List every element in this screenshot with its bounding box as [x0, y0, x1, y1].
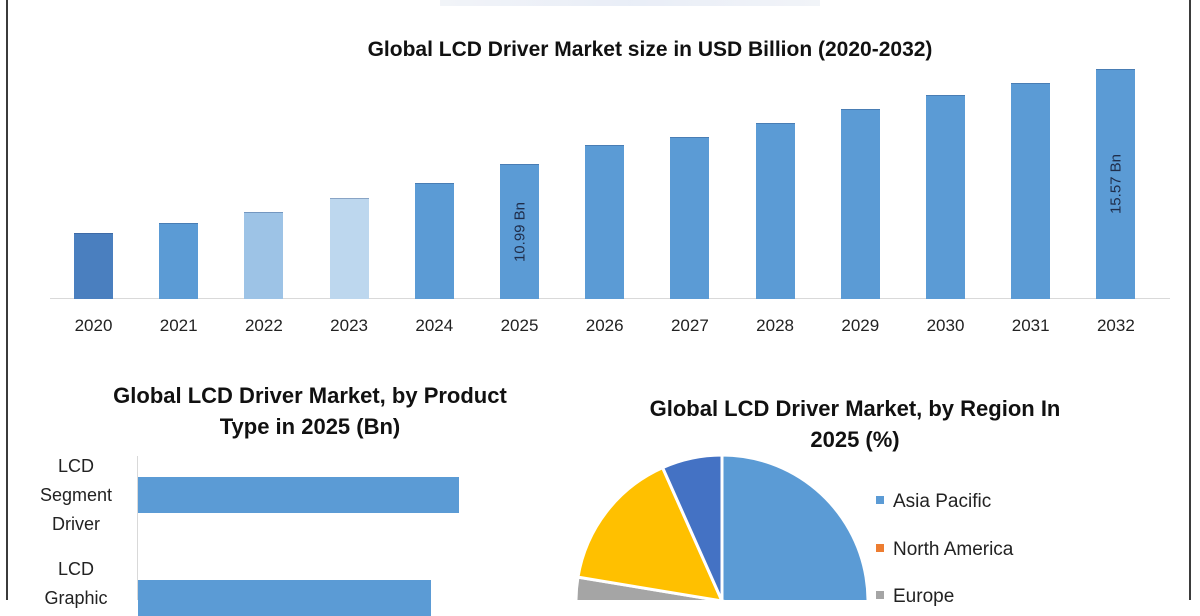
product-chart-y-axis [137, 456, 138, 600]
region-chart-title: Global LCD Driver Market, by Region In 2… [580, 393, 1130, 455]
legend-label: Asia Pacific [893, 491, 992, 512]
bar-2032: 15.57 Bn [1096, 68, 1136, 299]
legend-label: North America [893, 539, 1014, 560]
x-tick-2029: 2029 [841, 316, 880, 335]
x-tick-2024: 2024 [415, 316, 454, 335]
hbar-lcd-segment-driver [138, 477, 459, 513]
legend-swatch-icon [876, 495, 884, 504]
cropped-header-banner [440, 0, 820, 6]
product-chart-title-line2: Type in 2025 (Bn) [219, 414, 401, 439]
bar-data-label: 15.57 Bn [1107, 154, 1125, 215]
legend-item-north-america: North America [876, 539, 1013, 561]
product-chart-title: Global LCD Driver Market, by Product Typ… [60, 380, 560, 442]
bar-2027 [670, 137, 710, 299]
bar-data-label: 10.99 Bn [511, 201, 528, 262]
category-label-line: LCD [57, 456, 94, 476]
bar-2030 [926, 94, 965, 299]
bar-2031 [1011, 83, 1051, 299]
product-category-label-graphic: LCD Graphic [30, 555, 122, 613]
bar-2029 [840, 108, 880, 299]
x-tick-2022: 2022 [244, 316, 283, 335]
hbar-lcd-graphic [138, 580, 431, 616]
legend-swatch-icon [876, 543, 884, 552]
image-frame-left-border [6, 0, 8, 600]
x-tick-2021: 2021 [159, 316, 198, 335]
legend-item-asia-pacific: Asia Pacific [876, 491, 991, 513]
bar-2024 [414, 183, 454, 299]
legend-item-europe: Europe [876, 586, 954, 608]
bar-2026 [585, 144, 625, 299]
category-label-line: Graphic [44, 588, 108, 608]
region-chart-title-line1: Global LCD Driver Market, by Region In [649, 396, 1061, 421]
x-tick-2025: 2025 [500, 316, 539, 335]
main-chart-title: Global LCD Driver Market size in USD Bil… [367, 38, 933, 61]
x-tick-2020: 2020 [74, 316, 113, 335]
category-label-line: Segment [39, 485, 113, 505]
bar-2028 [755, 122, 795, 299]
product-chart-title-line1: Global LCD Driver Market, by Product [113, 383, 507, 408]
pie-slice-europe [574, 575, 726, 600]
bar-2021 [159, 222, 199, 299]
bar-2025: 10.99 Bn [500, 163, 539, 299]
pie-slice-dark-blue [660, 453, 724, 600]
x-tick-2027: 2027 [670, 316, 709, 335]
x-tick-2030: 2030 [926, 316, 965, 335]
x-tick-2023: 2023 [330, 316, 368, 335]
product-category-label-segment: LCD Segment Driver [30, 452, 122, 539]
category-label-line: Driver [52, 514, 100, 534]
x-tick-2028: 2028 [756, 316, 794, 335]
region-chart-title-line2: 2025 (%) [810, 427, 900, 452]
pie-slice-yellow [576, 465, 724, 600]
legend-swatch-icon [876, 590, 884, 599]
pie-slice-asia-pacific [720, 453, 870, 600]
x-tick-2032: 2032 [1096, 316, 1135, 335]
bar-2023 [329, 198, 369, 299]
x-tick-2031: 2031 [1011, 316, 1050, 335]
category-label-line: LCD [57, 559, 94, 579]
legend-label: Europe [893, 586, 955, 607]
bar-2020 [74, 233, 113, 299]
bar-2022 [244, 211, 284, 299]
image-frame-right-border [1189, 0, 1191, 600]
x-tick-2026: 2026 [585, 316, 624, 335]
